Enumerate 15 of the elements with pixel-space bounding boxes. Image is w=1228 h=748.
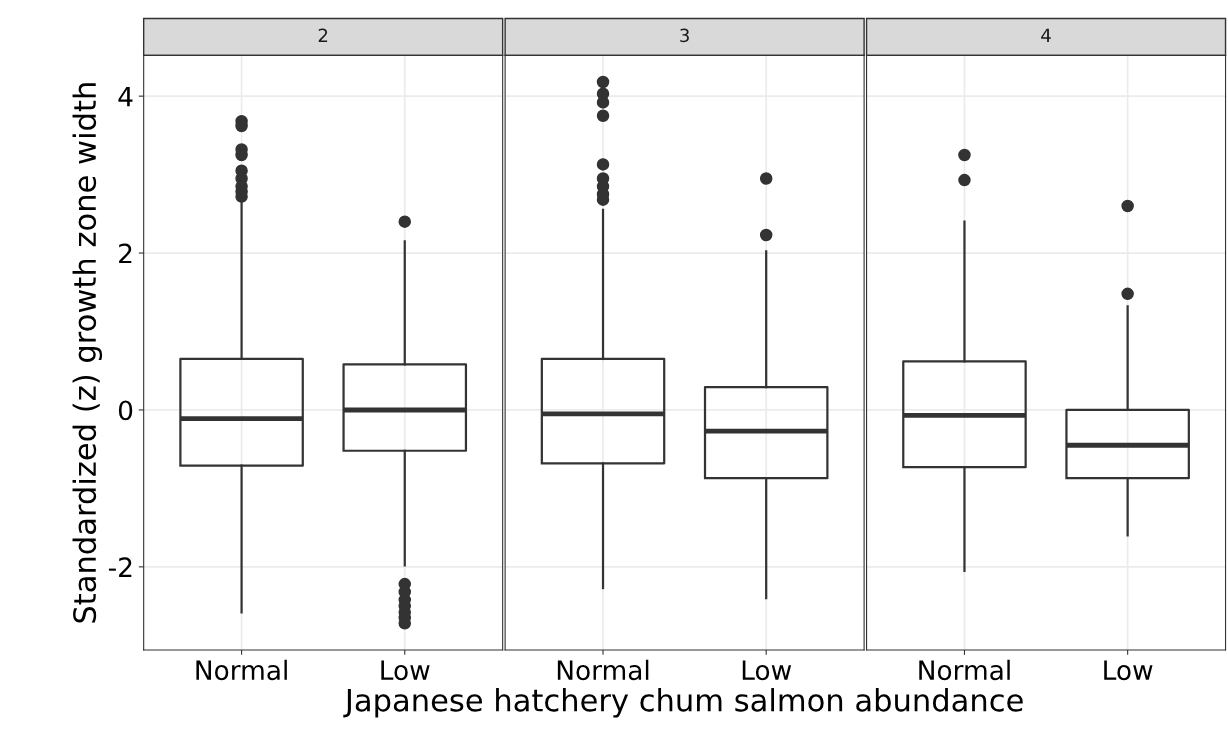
chart-title: 4: [1041, 28, 1051, 42]
x-tick-label: Low: [381, 660, 430, 681]
chart-title: 2: [318, 28, 328, 42]
x-tick-label: Normal: [196, 659, 287, 681]
x-tick-label: Normal: [919, 659, 1010, 681]
x-tick-label: Normal: [557, 659, 649, 681]
y-tick-label: -2: [108, 557, 132, 577]
y-tick-label: 0: [118, 400, 133, 421]
x-tick-label: Low: [1104, 660, 1153, 681]
chart-title: 3: [680, 28, 689, 43]
y-axis-title: Standardized (z) growth zone width: [72, 83, 103, 623]
y-tick-label: 2: [119, 243, 132, 264]
y-tick-label: 4: [118, 86, 133, 107]
x-tick-label: Low: [742, 660, 792, 681]
x-axis-title: Japanese hatchery chum salmon abundance: [343, 688, 1023, 718]
